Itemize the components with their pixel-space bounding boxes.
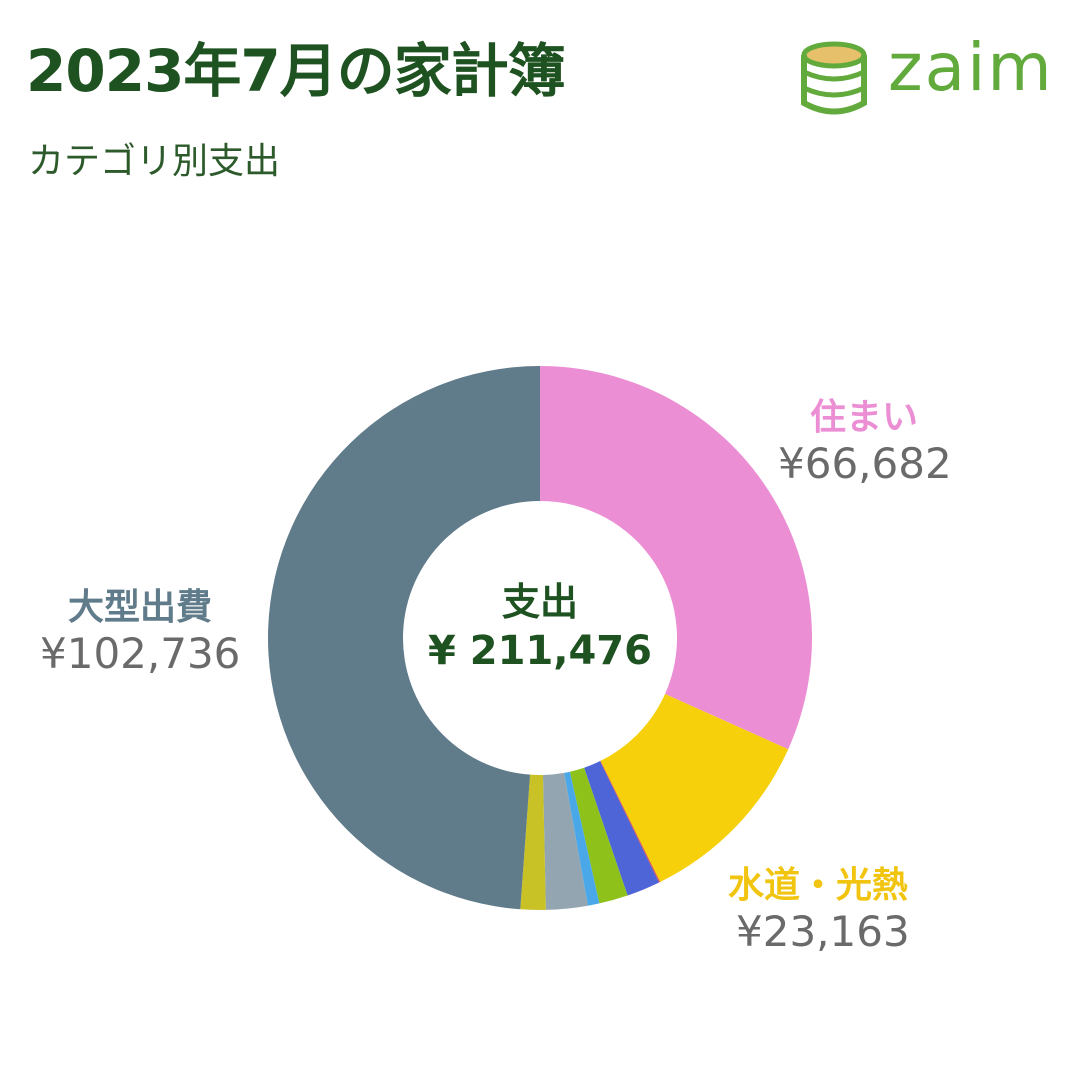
donut-slice-2 bbox=[599, 760, 661, 883]
donut-slice-6 bbox=[542, 772, 588, 910]
label-utilities-amount: ¥23,163 bbox=[736, 907, 910, 957]
donut-slice-1 bbox=[600, 694, 789, 883]
label-large-expense: 大型出費 ¥102,736 bbox=[40, 586, 240, 680]
donut-slice-0 bbox=[540, 366, 813, 750]
label-utilities-name: 水道・光熱 bbox=[728, 865, 909, 906]
label-large-expense-amount: ¥102,736 bbox=[40, 629, 241, 679]
donut-slice-7 bbox=[520, 774, 546, 911]
donut-slice-3 bbox=[584, 761, 660, 896]
donut-center-label: 支出 ¥ 211,476 bbox=[390, 580, 690, 676]
zaim-logo: zaim bbox=[796, 31, 1052, 116]
label-housing-amount: ¥66,682 bbox=[778, 439, 952, 489]
label-large-expense-name: 大型出費 bbox=[68, 587, 213, 628]
center-total: ¥ 211,476 bbox=[428, 627, 652, 674]
page-subtitle: カテゴリ別支出 bbox=[28, 141, 281, 182]
label-housing-name: 住まい bbox=[810, 397, 919, 438]
label-housing: 住まい ¥66,682 bbox=[778, 396, 952, 490]
donut-slice-4 bbox=[569, 767, 628, 904]
page-title: 2023年7月の家計簿 bbox=[26, 37, 566, 105]
brand-name: zaim bbox=[888, 29, 1054, 106]
center-title: 支出 bbox=[501, 580, 578, 624]
donut-slice-8 bbox=[268, 366, 540, 910]
donut-slice-5 bbox=[564, 771, 600, 906]
label-utilities: 水道・光熱 ¥23,163 bbox=[728, 864, 910, 958]
coin-stack-icon bbox=[801, 41, 867, 115]
